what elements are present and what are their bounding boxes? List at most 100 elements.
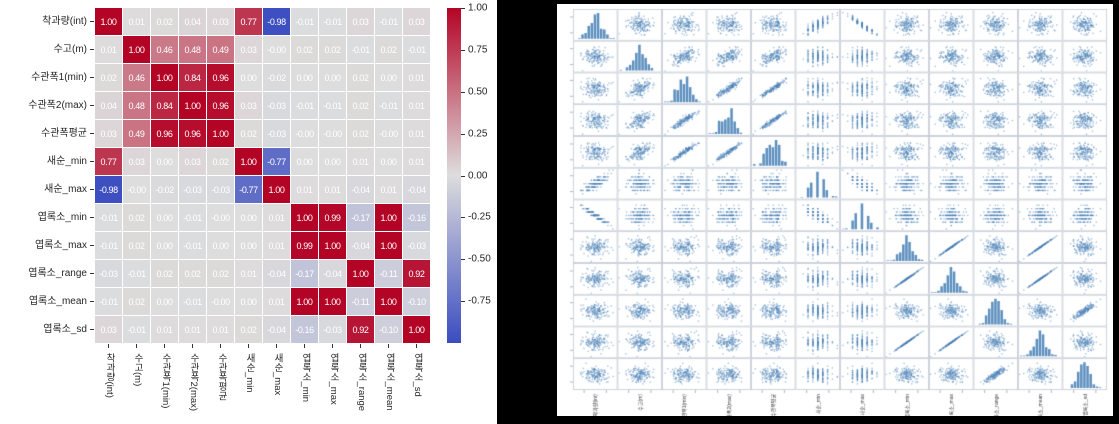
correlation-heatmap-figure: 1.00 0.01 0.02 0.04 0.03 0.77 -0.98 -0.01 -0.01 0… — [0, 0, 497, 424]
heatmap-cell: 0.00 — [235, 288, 262, 315]
heatmap-cell: 0.00 — [319, 64, 346, 91]
heatmap-cell: 0.03 — [123, 148, 150, 175]
heatmap-cell: -0.01 — [179, 232, 206, 259]
heatmap-cell: 0.00 — [207, 232, 234, 259]
x-tick-mark — [360, 344, 361, 348]
colorbar-tick-mark — [461, 217, 465, 218]
heatmap-y-label: 수관폭2(max) — [28, 100, 87, 111]
heatmap-x-label: 수관폭1(min) — [160, 353, 171, 409]
heatmap-cell: -0.03 — [207, 176, 234, 203]
heatmap-cell: 0.02 — [179, 260, 206, 287]
heatmap-cell: 0.01 — [347, 148, 374, 175]
y-tick-mark — [90, 301, 94, 302]
heatmap-cell: -0.01 — [291, 92, 318, 119]
heatmap-cell: 0.03 — [179, 148, 206, 175]
heatmap-y-label: 수관폭평균 — [41, 128, 87, 139]
heatmap-cell: 0.03 — [235, 36, 262, 63]
heatmap-y-label: 착과량(int) — [42, 16, 87, 27]
heatmap-cell: 0.03 — [235, 92, 262, 119]
heatmap-cell: -0.01 — [179, 288, 206, 315]
heatmap-cell: 0.02 — [207, 148, 234, 175]
heatmap-cell: -0.16 — [291, 316, 318, 343]
heatmap-x-label: 수고(m) — [132, 353, 143, 387]
heatmap-cell: -0.02 — [151, 176, 178, 203]
colorbar-tick-label: -0.50 — [468, 253, 491, 265]
heatmap-cell: 0.02 — [151, 8, 178, 35]
y-tick-mark — [90, 161, 94, 162]
heatmap-y-label: 엽록소_max — [34, 240, 87, 251]
heatmap-cell: 0.01 — [263, 232, 290, 259]
heatmap-cell: -0.04 — [319, 260, 346, 287]
x-tick-mark — [388, 344, 389, 348]
heatmap-cell: -0.00 — [375, 120, 402, 147]
heatmap-cell: 1.00 — [123, 36, 150, 63]
colorbar-tick-mark — [461, 92, 465, 93]
heatmap-cell: 0.00 — [235, 204, 262, 231]
heatmap-cell: 0.00 — [291, 148, 318, 175]
heatmap-cell: -0.03 — [263, 120, 290, 147]
heatmap-cell: 0.02 — [123, 288, 150, 315]
heatmap-cell: -0.01 — [347, 36, 374, 63]
heatmap-cell: 0.02 — [347, 64, 374, 91]
heatmap-cell: 0.77 — [95, 148, 122, 175]
heatmap-cell: -0.03 — [95, 260, 122, 287]
y-tick-mark — [90, 329, 94, 330]
heatmap-x-label: 새순_min — [244, 353, 255, 393]
heatmap-x-label: 새순_max — [272, 353, 283, 396]
colorbar-tick-mark — [461, 50, 465, 51]
y-tick-mark — [90, 217, 94, 218]
heatmap-cell: 0.00 — [291, 64, 318, 91]
colorbar-tick-label: 0.25 — [468, 128, 488, 140]
heatmap-cell: -0.11 — [347, 288, 374, 315]
heatmap-cell: -0.00 — [207, 204, 234, 231]
y-tick-mark — [90, 49, 94, 50]
heatmap-y-label: 엽록소_range — [28, 268, 87, 279]
heatmap-cell: 1.00 — [207, 120, 234, 147]
heatmap-cell: -0.01 — [403, 36, 430, 63]
heatmap-y-label: 엽록소_min — [37, 212, 87, 223]
y-tick-mark — [90, 189, 94, 190]
y-tick-mark — [90, 133, 94, 134]
heatmap-cell: 0.00 — [319, 148, 346, 175]
heatmap-cell: 0.01 — [263, 288, 290, 315]
heatmap-cell: -0.01 — [291, 8, 318, 35]
heatmap-cell: 0.99 — [291, 232, 318, 259]
heatmap-cell: -0.16 — [403, 204, 430, 231]
colorbar-tick-label: -0.25 — [468, 211, 491, 223]
heatmap-cell: 0.00 — [151, 288, 178, 315]
heatmap-cell: 1.00 — [263, 176, 290, 203]
heatmap-cell: 0.01 — [263, 204, 290, 231]
colorbar-tick-label: 0.75 — [468, 44, 488, 56]
heatmap-cell: 0.01 — [403, 148, 430, 175]
colorbar-tick-mark — [461, 8, 465, 9]
heatmap-cell: -0.02 — [263, 64, 290, 91]
heatmap-cell: 0.96 — [207, 64, 234, 91]
colorbar-tick-mark — [461, 134, 465, 135]
y-tick-mark — [90, 77, 94, 78]
heatmap-cell: 0.01 — [403, 92, 430, 119]
heatmap-cell: 0.02 — [151, 260, 178, 287]
heatmap-cell: 0.48 — [123, 92, 150, 119]
heatmap-cell: -0.00 — [207, 288, 234, 315]
heatmap-cell: 0.02 — [235, 316, 262, 343]
heatmap-x-label: 수관폭평균 — [216, 353, 227, 401]
heatmap-cell: 0.04 — [95, 92, 122, 119]
colorbar-tick-label: 0.50 — [468, 86, 488, 98]
heatmap-x-label: 엽록소_min — [300, 353, 311, 403]
heatmap-cell: 1.00 — [151, 64, 178, 91]
heatmap-cell: 0.03 — [403, 8, 430, 35]
heatmap-cell: -0.10 — [375, 316, 402, 343]
heatmap-cell: -0.01 — [95, 232, 122, 259]
heatmap-cell: -0.00 — [263, 36, 290, 63]
heatmap-cell: 0.01 — [179, 316, 206, 343]
heatmap-cell: 0.02 — [123, 204, 150, 231]
heatmap-y-label: 새순_max — [44, 184, 87, 195]
colorbar — [447, 8, 461, 343]
colorbar-tick-mark — [461, 176, 465, 177]
heatmap-y-label: 새순_min — [46, 156, 87, 167]
heatmap-cell: -0.77 — [263, 148, 290, 175]
heatmap-cell: 0.01 — [403, 120, 430, 147]
heatmap-cell: -0.04 — [403, 176, 430, 203]
heatmap-cell: 0.77 — [235, 8, 262, 35]
